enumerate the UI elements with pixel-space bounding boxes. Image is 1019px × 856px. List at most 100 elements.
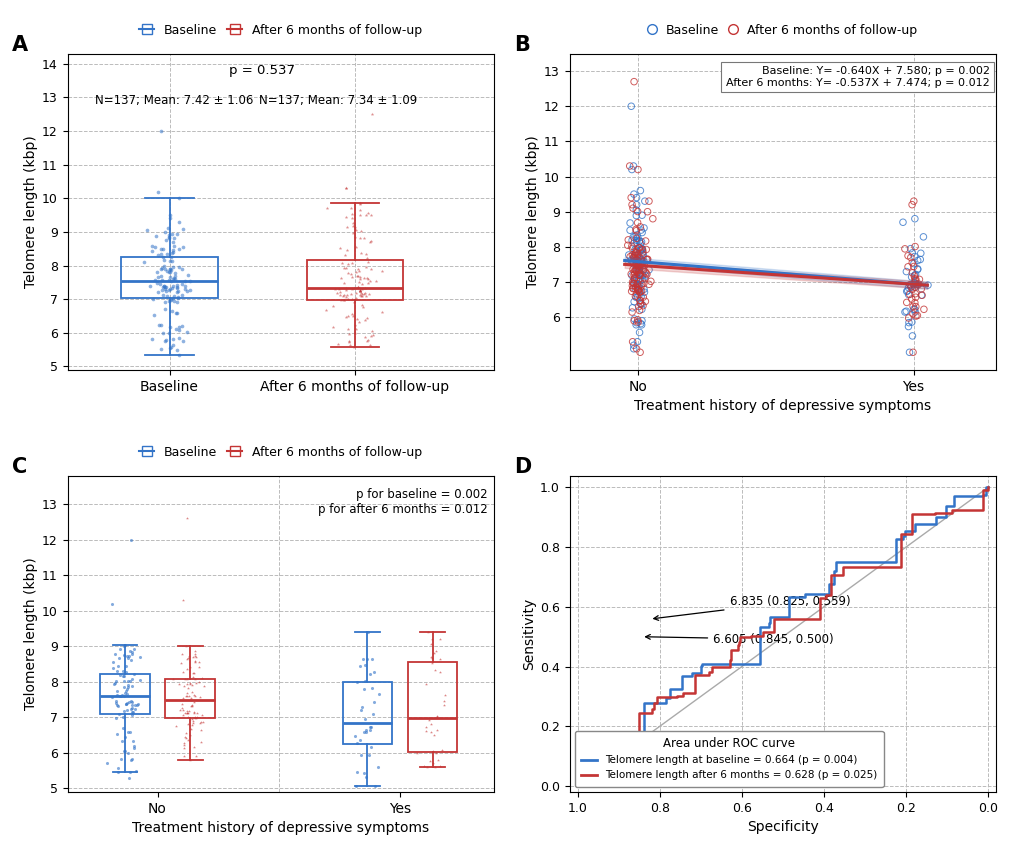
Point xyxy=(107,674,123,687)
Point xyxy=(627,247,643,261)
Point xyxy=(906,240,922,253)
Point xyxy=(904,346,920,360)
Point xyxy=(178,325,195,339)
Point xyxy=(157,262,173,276)
Point xyxy=(418,724,434,738)
Point xyxy=(338,220,355,234)
Point xyxy=(178,704,195,718)
Point xyxy=(179,734,196,747)
Point xyxy=(909,278,925,292)
Point xyxy=(363,651,379,665)
Point xyxy=(629,282,645,296)
Point xyxy=(186,644,203,657)
Point xyxy=(370,760,386,774)
Point xyxy=(354,282,370,296)
Point xyxy=(337,261,354,275)
Point xyxy=(902,241,918,255)
Point xyxy=(191,660,207,674)
Point xyxy=(342,267,359,281)
Point xyxy=(346,326,363,340)
Point xyxy=(165,672,181,686)
X-axis label: Treatment history of depressive symptoms: Treatment history of depressive symptoms xyxy=(634,399,930,413)
Point xyxy=(640,194,656,208)
Point xyxy=(120,696,137,710)
Point xyxy=(637,294,653,308)
Point xyxy=(635,282,651,296)
Point xyxy=(115,648,131,662)
Point xyxy=(902,281,918,294)
Point xyxy=(328,287,344,300)
Point xyxy=(360,333,376,347)
Point xyxy=(629,290,645,304)
Point xyxy=(631,278,647,292)
Point xyxy=(637,266,653,280)
Point xyxy=(633,258,649,271)
Point xyxy=(115,710,131,724)
Point xyxy=(171,320,187,334)
Point xyxy=(121,765,138,779)
Point xyxy=(636,194,652,208)
Point xyxy=(635,264,651,277)
Point xyxy=(628,198,644,211)
Point xyxy=(624,275,640,288)
Point xyxy=(625,250,641,264)
Point xyxy=(127,703,144,716)
Point xyxy=(620,233,636,247)
Point xyxy=(629,228,645,241)
Point xyxy=(639,253,655,266)
Point xyxy=(363,740,379,753)
Point xyxy=(352,272,368,286)
Point xyxy=(169,285,185,299)
Point xyxy=(631,286,647,300)
Point xyxy=(119,746,136,760)
Point xyxy=(635,276,651,290)
Point xyxy=(627,280,643,294)
Text: A: A xyxy=(12,34,29,55)
Point xyxy=(906,269,922,282)
Point xyxy=(164,235,180,248)
Legend: Telomere length at baseline = 0.664 (p = 0.004), Telomere length after 6 months : Telomere length at baseline = 0.664 (p =… xyxy=(575,731,882,787)
Point xyxy=(358,723,374,737)
Point xyxy=(631,285,647,299)
Point xyxy=(112,690,128,704)
Point xyxy=(124,708,141,722)
Point xyxy=(628,342,644,355)
Point xyxy=(164,254,180,268)
Point xyxy=(903,256,919,270)
Point xyxy=(632,244,648,258)
Point xyxy=(179,710,196,723)
Point xyxy=(631,269,647,282)
Point xyxy=(905,194,921,208)
Point xyxy=(628,253,644,267)
Point xyxy=(119,651,136,664)
Point xyxy=(162,211,178,225)
Point xyxy=(354,277,370,291)
Point xyxy=(153,270,169,283)
Point xyxy=(909,262,925,276)
Point xyxy=(348,312,365,325)
Point xyxy=(625,263,641,276)
Point xyxy=(166,266,182,280)
Point xyxy=(907,268,923,282)
Point xyxy=(180,268,197,282)
Point xyxy=(628,318,644,331)
Point xyxy=(894,216,910,229)
Point xyxy=(336,276,353,289)
Point xyxy=(351,276,367,289)
Point xyxy=(628,256,644,270)
Point xyxy=(352,204,368,217)
Point xyxy=(330,282,346,295)
Point xyxy=(118,665,135,679)
Point xyxy=(633,208,649,222)
Point xyxy=(176,274,193,288)
Point xyxy=(165,243,181,257)
Point xyxy=(174,318,191,332)
Point xyxy=(362,262,378,276)
Point xyxy=(182,722,199,736)
X-axis label: Specificity: Specificity xyxy=(746,820,818,834)
Point xyxy=(356,287,372,300)
Point xyxy=(191,655,207,669)
Point xyxy=(424,756,440,770)
Point xyxy=(910,272,926,286)
Point xyxy=(149,265,165,278)
